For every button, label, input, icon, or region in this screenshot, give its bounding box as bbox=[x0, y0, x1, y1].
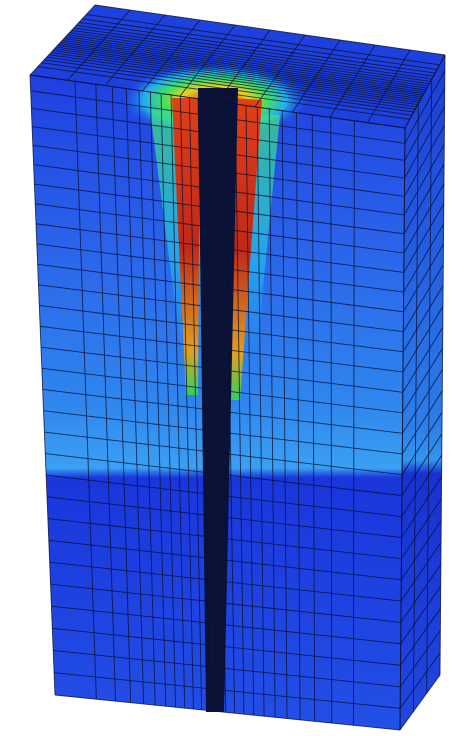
fem-mesh-render bbox=[0, 0, 475, 736]
page: (() => { const data = JSON.parse(documen… bbox=[0, 0, 475, 736]
